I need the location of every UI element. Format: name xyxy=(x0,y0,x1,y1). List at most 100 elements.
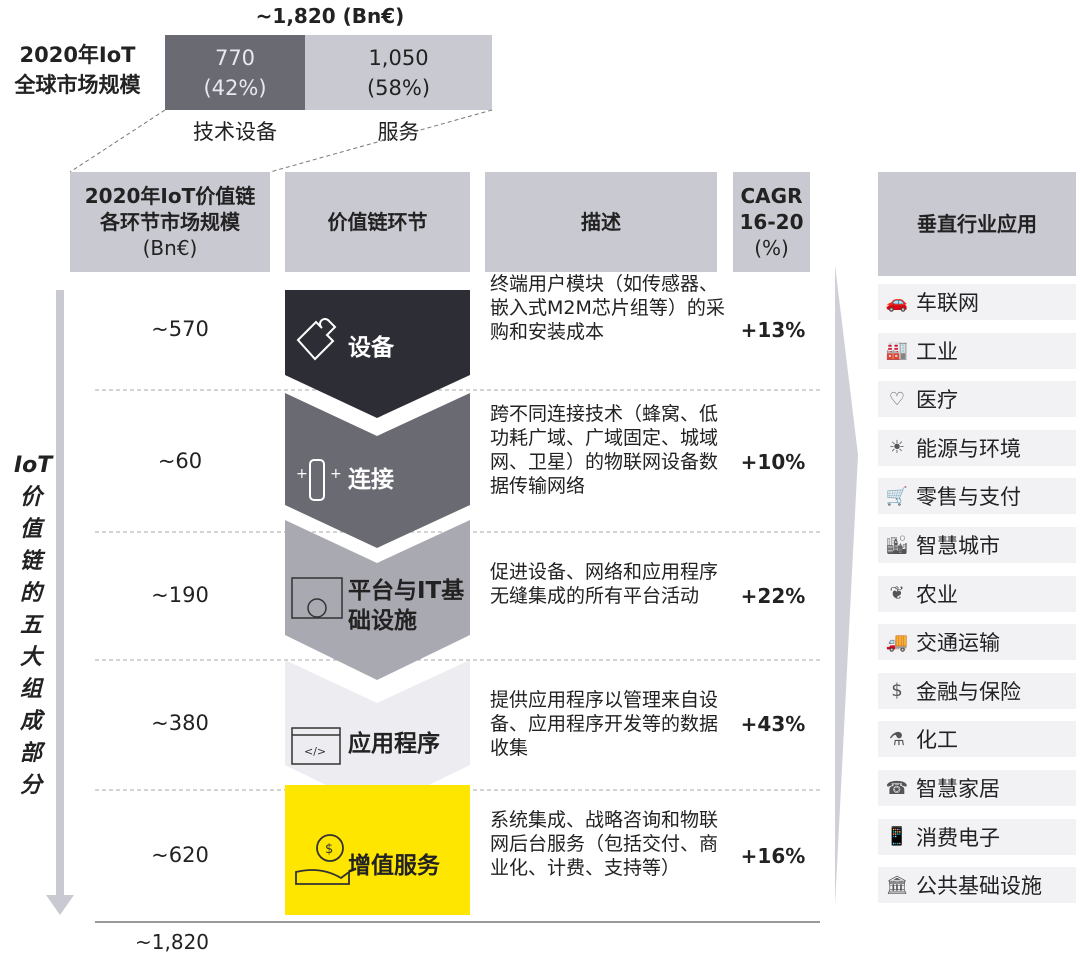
total-market-label: ~1,820 (Bn€) xyxy=(255,4,405,28)
value-chain-arrow-shaft xyxy=(56,290,64,900)
segment-label: 连接 xyxy=(348,467,394,493)
puzzle-icon xyxy=(296,318,337,361)
title-line-1: 2020年IoT xyxy=(19,43,136,67)
equipment-bar: 770 (42%) xyxy=(165,35,305,110)
city-icon: 🏙 xyxy=(885,534,909,556)
block-value-added-services xyxy=(285,785,470,915)
side-label: IoT价值链的五大组成部分 xyxy=(14,453,53,798)
equipment-label: 技术设备 xyxy=(193,120,277,144)
zoom-dashed-line-left xyxy=(69,109,166,173)
cart-icon: 🛒 xyxy=(885,485,909,507)
vertical-item: 🚚 交通运输 xyxy=(878,624,1076,661)
vertical-item: 🏛 公共基础设施 xyxy=(878,867,1076,904)
services-value: 1,050 xyxy=(368,46,429,70)
money-bag-icon: $ xyxy=(891,680,903,702)
header-line: 各环节市场规模 xyxy=(100,210,240,234)
value-chain-arrow-head xyxy=(46,895,74,915)
header-cagr: CAGR 16-20 (%) xyxy=(733,172,810,272)
header-line: 2020年IoT价值链 xyxy=(84,184,256,208)
segment-market-size: ~60 xyxy=(157,449,203,473)
segment-label: 增值服务 xyxy=(348,853,440,879)
connected-car-icon: 🚗 xyxy=(885,291,909,313)
segment-cagr: +16% xyxy=(740,844,806,868)
vertical-item: ♡ 医疗 xyxy=(878,381,1076,418)
vertical-label: 化工 xyxy=(916,728,958,753)
vertical-label: 农业 xyxy=(916,582,958,607)
vertical-label: 能源与环境 xyxy=(916,436,1021,461)
equipment-value: 770 xyxy=(214,46,256,70)
vertical-label: 零售与支付 xyxy=(916,485,1021,510)
wind-solar-icon: ☀ xyxy=(888,437,906,459)
header-verticals: 垂直行业应用 xyxy=(878,172,1076,276)
segment-label: 设备 xyxy=(348,335,394,361)
header-line: CAGR xyxy=(740,184,803,208)
vertical-item: 🏙 智慧城市 xyxy=(878,527,1076,563)
segment-label: 应用程序 xyxy=(348,731,440,757)
services-share: (58%) xyxy=(366,76,431,100)
vertical-item: ⚗ 化工 xyxy=(878,721,1076,758)
row-separators xyxy=(95,389,820,791)
header-market-size: 2020年IoT价值链 各环节市场规模 (Bn€) xyxy=(70,172,270,272)
zoom-dashed-line-right xyxy=(269,109,493,173)
vertical-label: 车联网 xyxy=(916,291,979,315)
vertical-item: 📱 消费电子 xyxy=(878,818,1076,855)
segment-cagr: +10% xyxy=(740,450,806,474)
vertical-item: 🛒 零售与支付 xyxy=(878,478,1076,515)
title-line-2: 全球市场规模 xyxy=(14,73,141,97)
vertical-label: 交通运输 xyxy=(916,631,1000,656)
devices-icon: 📱 xyxy=(885,826,909,848)
header-unit: (Bn€) xyxy=(142,236,198,260)
vertical-item: ❦ 农业 xyxy=(878,575,1076,612)
money-bag-hand-icon: $ xyxy=(295,834,350,885)
vertical-label: 公共基础设施 xyxy=(916,874,1042,899)
vertical-item: ☀ 能源与环境 xyxy=(878,429,1076,466)
segment-market-size: ~190 xyxy=(151,583,209,607)
connection-icon: + + xyxy=(296,459,342,501)
header-description: 描述 xyxy=(485,172,717,272)
public-building-icon: 🏛 xyxy=(885,874,909,896)
equipment-share: (42%) xyxy=(203,76,267,100)
vertical-label: 智慧家居 xyxy=(916,777,1000,801)
header-line: 16-20 xyxy=(739,210,804,234)
svg-text:+: + xyxy=(296,466,308,482)
vertical-item: ☎ 智慧家居 xyxy=(878,770,1076,806)
segment-cagr: +22% xyxy=(740,584,806,608)
services-bar: 1,050 (58%) xyxy=(305,35,492,110)
header-segment: 价值链环节 xyxy=(285,172,470,272)
segment-label: 平台与IT基础设施 xyxy=(348,578,465,634)
code-window-icon: </> xyxy=(291,727,341,765)
vertical-label: 医疗 xyxy=(916,388,958,413)
segment-description: 跨不同连接技术（蜂窝、低功耗广域、广域固定、城域网、卫星）的物联网设备数据传输网… xyxy=(490,403,719,497)
global-market-title: 2020年IoT 全球市场规模 xyxy=(0,40,155,100)
heart-icon: ♡ xyxy=(888,388,906,410)
vertical-item: 🚗 车联网 xyxy=(878,284,1076,320)
vertical-label: 智慧城市 xyxy=(916,534,1000,558)
segment-description: 终端用户模块（如传感器、嵌入式M2M芯片组等）的采购和安装成本 xyxy=(490,273,725,343)
vertical-item: $ 金融与保险 xyxy=(878,672,1076,709)
header-unit: (%) xyxy=(754,236,789,260)
services-label: 服务 xyxy=(377,120,420,144)
segment-description: 促进设备、网络和应用程序无缝集成的所有平台活动 xyxy=(490,561,719,607)
chevron-connectivity xyxy=(285,393,470,548)
svg-text:</>: </> xyxy=(304,745,326,758)
segment-market-size: ~570 xyxy=(151,317,209,341)
segment-description: 提供应用程序以管理来自设备、应用程序开发等的数据收集 xyxy=(490,689,719,759)
smart-home-icon: ☎ xyxy=(885,777,909,799)
svg-text:+: + xyxy=(330,466,342,482)
vertical-item: 🏭 工业 xyxy=(878,332,1076,369)
platform-gear-icon xyxy=(291,577,343,619)
factory-icon: 🏭 xyxy=(885,340,909,362)
leaf-icon: ❦ xyxy=(889,583,905,605)
segment-cagr: +13% xyxy=(740,318,806,342)
segment-market-size: ~380 xyxy=(151,711,209,735)
truck-icon: 🚚 xyxy=(885,631,909,653)
vertical-label: 消费电子 xyxy=(916,825,1000,850)
vertical-label: 金融与保险 xyxy=(916,679,1021,704)
chevron-platform xyxy=(285,520,470,680)
vertical-label: 工业 xyxy=(916,339,958,364)
segment-market-size: ~620 xyxy=(151,843,209,867)
segment-cagr: +43% xyxy=(740,712,806,736)
svg-text:$: $ xyxy=(325,842,333,857)
